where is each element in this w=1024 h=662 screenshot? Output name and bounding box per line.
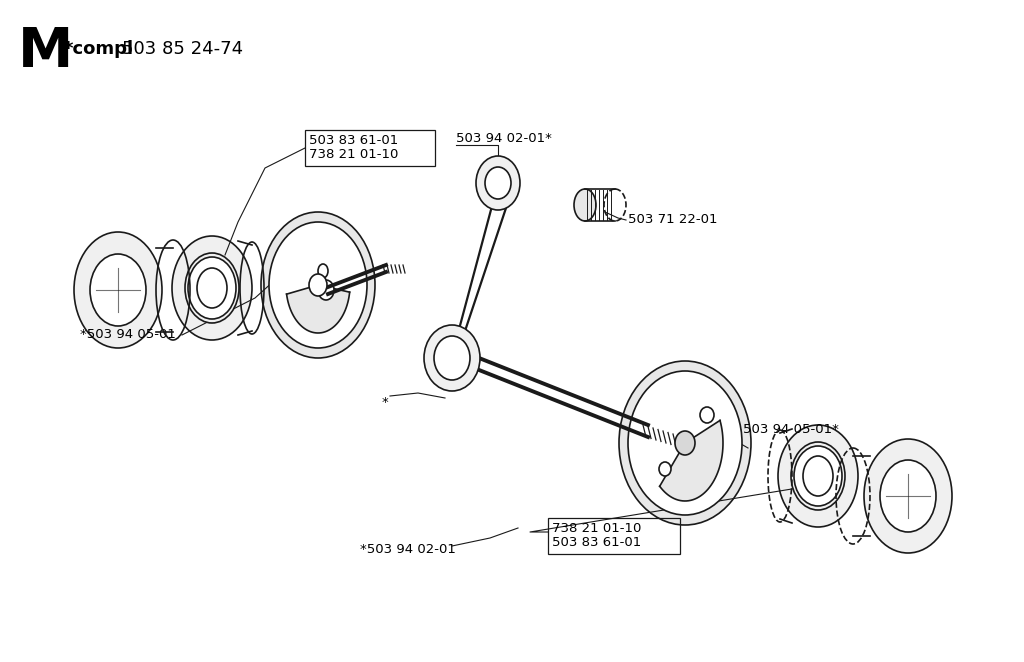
Ellipse shape: [778, 425, 858, 527]
Ellipse shape: [618, 361, 751, 525]
Ellipse shape: [424, 325, 480, 391]
Ellipse shape: [659, 462, 671, 476]
Ellipse shape: [574, 189, 596, 221]
Ellipse shape: [74, 232, 162, 348]
Polygon shape: [287, 285, 349, 333]
Bar: [305, 130, 435, 166]
Ellipse shape: [700, 407, 714, 423]
Ellipse shape: [628, 371, 742, 515]
Ellipse shape: [476, 156, 520, 210]
Bar: [548, 518, 680, 554]
Text: M: M: [18, 25, 74, 79]
Ellipse shape: [791, 442, 845, 510]
Ellipse shape: [864, 439, 952, 553]
Ellipse shape: [318, 264, 328, 278]
Ellipse shape: [261, 212, 375, 358]
Ellipse shape: [675, 431, 695, 455]
Ellipse shape: [485, 167, 511, 199]
Ellipse shape: [172, 236, 252, 340]
Ellipse shape: [269, 222, 367, 348]
Text: *compl: *compl: [65, 40, 134, 58]
Ellipse shape: [188, 257, 236, 319]
Text: 503 94 05-01*: 503 94 05-01*: [743, 423, 839, 436]
Text: 503 83 61-01: 503 83 61-01: [552, 536, 641, 549]
Ellipse shape: [434, 336, 470, 380]
Ellipse shape: [309, 274, 327, 296]
Text: 503 83 61-01: 503 83 61-01: [309, 134, 398, 147]
Text: 503 94 02-01*: 503 94 02-01*: [456, 132, 552, 145]
Text: 503 71 22-01: 503 71 22-01: [628, 213, 718, 226]
Text: *: *: [382, 396, 389, 409]
Ellipse shape: [185, 253, 239, 323]
Text: 503 85 24-74: 503 85 24-74: [122, 40, 243, 58]
Polygon shape: [659, 420, 723, 501]
Ellipse shape: [318, 280, 334, 300]
Ellipse shape: [197, 268, 227, 308]
Text: *503 94 05-01: *503 94 05-01: [80, 328, 176, 341]
Ellipse shape: [90, 254, 146, 326]
Text: *503 94 02-01: *503 94 02-01: [360, 543, 456, 556]
Text: 738 21 01-10: 738 21 01-10: [552, 522, 641, 535]
Ellipse shape: [880, 460, 936, 532]
Text: 738 21 01-10: 738 21 01-10: [309, 148, 398, 161]
Ellipse shape: [794, 446, 842, 506]
Ellipse shape: [803, 456, 833, 496]
